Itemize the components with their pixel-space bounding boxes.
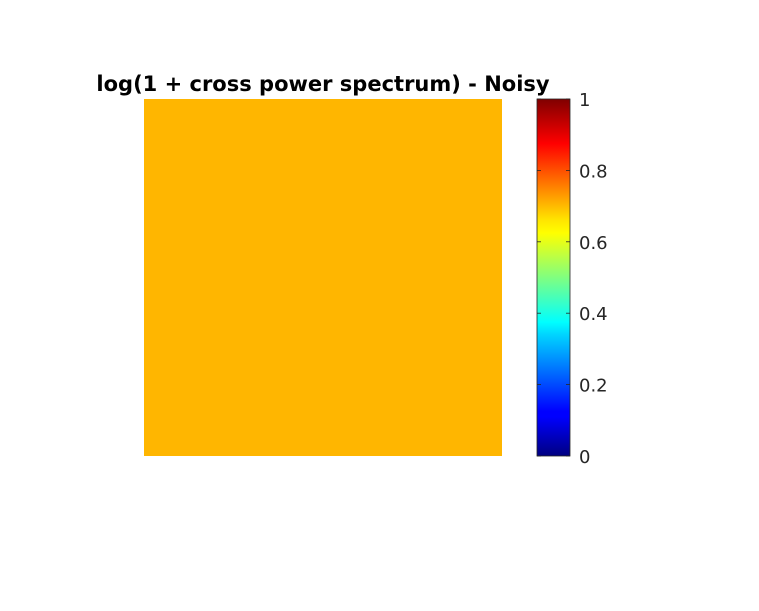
- colorbar-tick-label: 0.4: [579, 304, 608, 325]
- chart-title: log(1 + cross power spectrum) - Noisy: [96, 72, 549, 96]
- colorbar-tick-label: 1: [579, 90, 590, 111]
- colorbar-tick-label: 0: [579, 447, 590, 468]
- colorbar: 0 0.2 0.4 0.6 0.8 1: [536, 90, 608, 468]
- colorbar-tick-label: 0.6: [579, 233, 608, 254]
- colorbar-tick-label: 0.2: [579, 376, 608, 397]
- heatmap-image: [144, 99, 502, 456]
- colorbar-tick-label: 0.8: [579, 161, 608, 182]
- colorbar-ticks: 0 0.2 0.4 0.6 0.8 1: [537, 90, 608, 468]
- colorbar-frame: [536, 98, 571, 457]
- colorbar-gradient: [537, 99, 570, 456]
